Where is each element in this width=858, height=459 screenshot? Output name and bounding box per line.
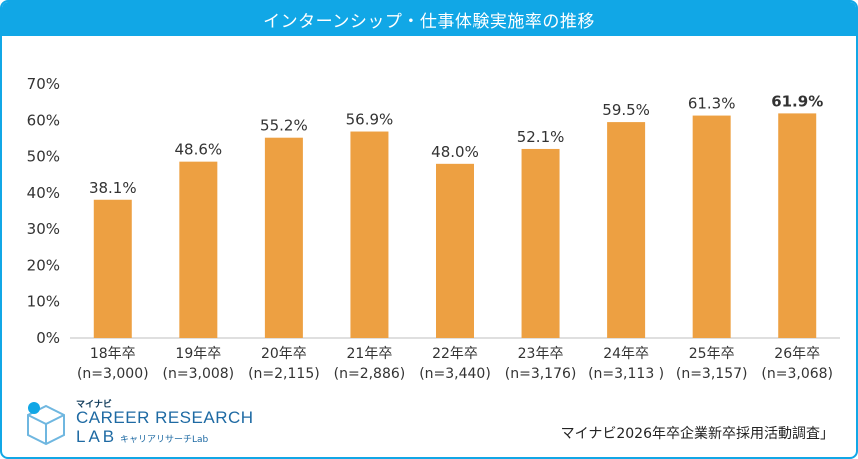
value-label: 48.0% — [431, 143, 479, 161]
x-category-label: 26年卒 — [774, 346, 820, 362]
y-tick-label: 30% — [27, 220, 60, 238]
x-sample-size-label: (n=3,440) — [419, 366, 491, 382]
value-label: 61.9% — [771, 92, 823, 110]
logo-main-text: CAREER RESEARCH — [76, 408, 254, 427]
x-sample-size-label: (n=3,113 ) — [588, 366, 664, 382]
y-tick-label: 40% — [27, 184, 60, 202]
x-sample-size-label: (n=2,115) — [248, 366, 320, 382]
y-tick-label: 20% — [27, 256, 60, 274]
y-tick-label: 70% — [27, 75, 60, 93]
value-label: 56.9% — [346, 111, 394, 129]
x-sample-size-label: (n=3,157) — [676, 366, 748, 382]
bar — [93, 199, 132, 338]
x-sample-size-label: (n=3,000) — [77, 366, 149, 382]
chart-title: インターンシップ・仕事体験実施率の推移 — [263, 11, 595, 32]
logo-lab-text: LAB — [76, 427, 118, 446]
x-sample-size-label: (n=3,008) — [163, 366, 235, 382]
bar — [607, 122, 646, 338]
x-category-label: 19年卒 — [175, 346, 221, 362]
cube-logo-icon — [27, 402, 65, 446]
value-label: 61.3% — [688, 95, 736, 113]
bar-chart: 0% 10% 20% 30% 40% 50% 60% 70% 38.1% 18年卒 (n=3,000… — [27, 75, 840, 382]
value-label: 59.5% — [602, 101, 650, 119]
y-tick-label: 60% — [27, 111, 60, 129]
x-category-label: 24年卒 — [603, 346, 649, 362]
source-note: マイナビ2026年卒企業新卒採用活動調査」 — [560, 426, 834, 442]
logo-brand-text: マイナビ — [76, 400, 112, 410]
x-category-label: 21年卒 — [347, 346, 393, 362]
bar — [521, 148, 560, 338]
x-category-label: 20年卒 — [261, 346, 307, 362]
y-tick-label: 0% — [36, 329, 60, 347]
x-sample-size-label: (n=2,886) — [334, 366, 406, 382]
bar — [264, 137, 303, 338]
value-label: 52.1% — [517, 128, 565, 146]
logo-sub-text: キャリアリサーチLab — [120, 435, 209, 445]
career-research-lab-logo: マイナビ CAREER RESEARCH LAB キャリアリサーチLab — [20, 394, 280, 450]
bar — [350, 131, 389, 338]
bar — [692, 115, 731, 338]
chart-title-bar: インターンシップ・仕事体験実施率の推移 — [2, 2, 856, 36]
value-label: 38.1% — [89, 179, 137, 197]
value-label: 55.2% — [260, 117, 308, 135]
x-category-label: 23年卒 — [518, 346, 564, 362]
x-category-label: 22年卒 — [432, 346, 478, 362]
bar — [436, 163, 474, 338]
x-category-label: 18年卒 — [90, 346, 136, 362]
bar — [778, 113, 817, 339]
value-label: 48.6% — [175, 141, 223, 159]
x-sample-size-label: (n=3,176) — [505, 366, 577, 382]
x-category-label: 25年卒 — [689, 346, 735, 362]
bar — [179, 161, 218, 338]
y-tick-label: 50% — [27, 148, 60, 166]
y-tick-label: 10% — [27, 293, 60, 311]
x-sample-size-label: (n=3,068) — [761, 366, 833, 382]
